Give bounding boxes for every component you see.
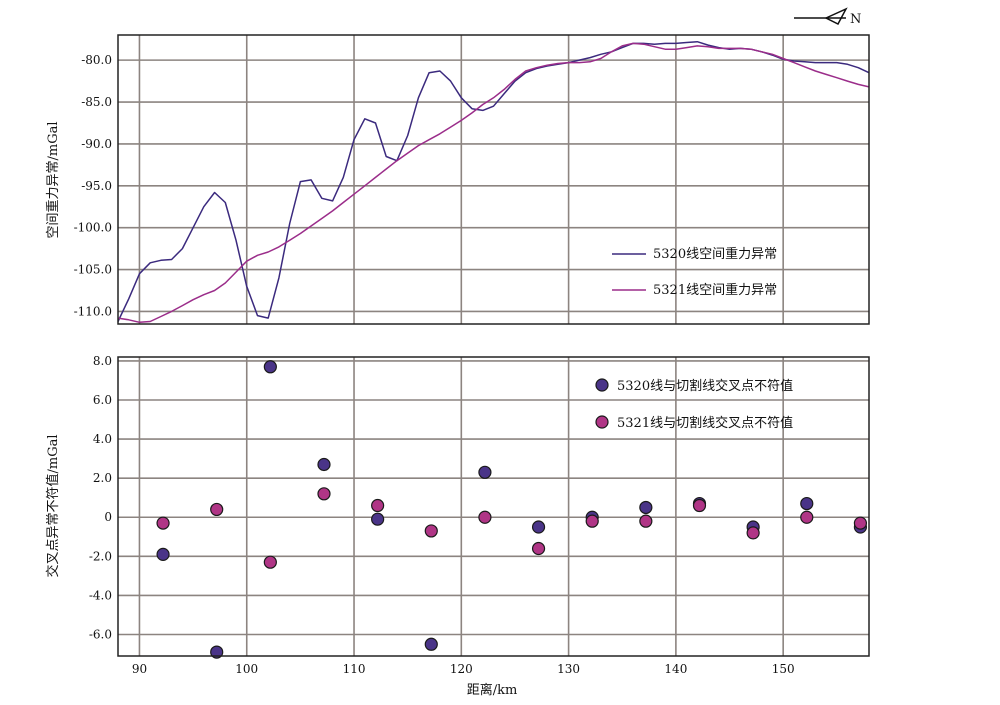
data-point-s1-8 bbox=[585, 514, 599, 528]
legend-label-0: 5320线与切割线交叉点不符值 bbox=[617, 378, 793, 394]
x-tick-label: 140 bbox=[664, 662, 687, 676]
data-point-s1-12 bbox=[800, 510, 814, 524]
y-tick-label: -4.0 bbox=[89, 588, 112, 602]
y-tick-label: -95.0 bbox=[81, 179, 112, 193]
y-tick-label: -85.0 bbox=[81, 95, 112, 109]
data-point-s0-3 bbox=[317, 457, 331, 472]
legend-marker-1 bbox=[595, 415, 609, 429]
data-point-s1-6 bbox=[478, 510, 492, 524]
y-tick-label: 0 bbox=[104, 510, 112, 524]
top-y-axis-title: 空间重力异常/mGal bbox=[45, 121, 61, 238]
north-arrow-icon bbox=[794, 7, 848, 25]
data-point-s0-9 bbox=[639, 500, 653, 515]
y-tick-label: 2.0 bbox=[93, 471, 112, 485]
data-point-s1-10 bbox=[692, 498, 707, 513]
top-plot-frame bbox=[117, 34, 870, 325]
data-point-s1-0 bbox=[156, 516, 170, 530]
data-point-s1-13 bbox=[853, 516, 868, 530]
x-axis-title: 距离/km bbox=[467, 682, 518, 698]
data-point-s1-1 bbox=[210, 502, 224, 517]
data-point-s0-12 bbox=[800, 496, 814, 511]
data-point-s0-5 bbox=[424, 637, 438, 651]
y-tick-label: -90.0 bbox=[81, 137, 112, 151]
data-point-s1-2 bbox=[263, 555, 277, 569]
legend-label-1: 5321线与切割线交叉点不符值 bbox=[617, 415, 793, 431]
series-line-0 bbox=[117, 40, 870, 322]
top-legend: 5320线空间重力异常 5321线空间重力异常 bbox=[612, 246, 777, 298]
bottom-grid bbox=[118, 357, 869, 656]
x-tick-label: 130 bbox=[557, 662, 580, 676]
y-tick-label: -6.0 bbox=[89, 628, 112, 642]
x-tick-label: 110 bbox=[343, 662, 366, 676]
data-point-s1-9 bbox=[639, 514, 653, 528]
legend-marker-0 bbox=[595, 378, 609, 392]
x-tick-label: 120 bbox=[450, 662, 473, 676]
data-point-s0-4 bbox=[371, 512, 385, 526]
data-point-s0-7 bbox=[531, 520, 546, 534]
north-label: N bbox=[850, 12, 861, 27]
y-tick-label: -2.0 bbox=[89, 549, 112, 563]
y-tick-label: 4.0 bbox=[93, 432, 112, 446]
x-tick-label: 150 bbox=[772, 662, 795, 676]
y-tick-label: -105.0 bbox=[74, 263, 112, 277]
bottom-series bbox=[156, 360, 868, 659]
bottom-y-ticks: 8.0 6.0 4.0 2.0 0 -2.0 -4.0 -6.0 bbox=[89, 354, 112, 642]
top-y-ticks: -80.0 -85.0 -90.0 -95.0 -100.0 -105.0 -110.0 bbox=[74, 53, 112, 318]
data-point-s0-0 bbox=[156, 547, 170, 561]
data-point-s1-7 bbox=[531, 541, 546, 556]
data-point-s1-4 bbox=[371, 498, 385, 513]
x-tick-label: 100 bbox=[235, 662, 258, 676]
bottom-plot-frame bbox=[117, 356, 870, 657]
y-tick-label: -100.0 bbox=[74, 221, 112, 235]
data-point-s1-11 bbox=[746, 526, 760, 540]
y-tick-label: -80.0 bbox=[81, 53, 112, 67]
bottom-y-axis-title: 交叉点异常不符值/mGal bbox=[45, 434, 61, 577]
data-point-s0-6 bbox=[478, 465, 492, 479]
gravity-anomaly-panel: -80.0 -85.0 -90.0 -95.0 -100.0 -105.0 -110.0 空… bbox=[45, 34, 870, 325]
data-point-s0-1 bbox=[210, 645, 224, 659]
y-tick-label: 8.0 bbox=[93, 354, 112, 368]
series-line-1 bbox=[117, 42, 870, 324]
bottom-x-ticks: 90 100 110 120 130 140 150 bbox=[132, 662, 795, 676]
y-tick-label: 6.0 bbox=[93, 393, 112, 407]
data-point-s0-2 bbox=[263, 360, 277, 374]
legend-label-0: 5320线空间重力异常 bbox=[653, 246, 777, 262]
x-tick-label: 90 bbox=[132, 662, 147, 676]
top-series bbox=[117, 40, 870, 324]
crossover-misfit-panel: 8.0 6.0 4.0 2.0 0 -2.0 -4.0 -6.0 90 100 110 120 130… bbox=[45, 354, 870, 676]
data-point-s1-5 bbox=[424, 524, 438, 538]
bottom-legend: 5320线与切割线交叉点不符值 5321线与切割线交叉点不符值 bbox=[595, 378, 793, 431]
top-grid bbox=[118, 35, 869, 324]
data-point-s1-3 bbox=[317, 487, 331, 501]
legend-label-1: 5321线空间重力异常 bbox=[653, 282, 777, 298]
y-tick-label: -110.0 bbox=[74, 304, 112, 318]
